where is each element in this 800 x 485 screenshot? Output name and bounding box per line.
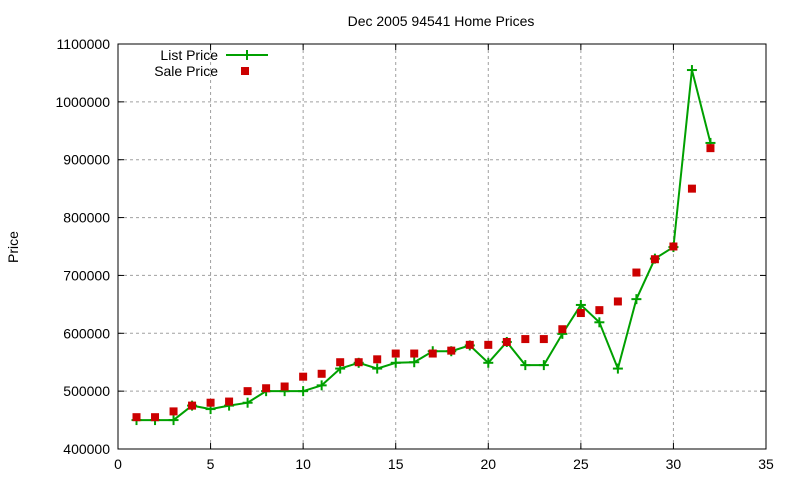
y-tick-label: 1000000 (55, 94, 110, 110)
list-price-point (594, 317, 605, 328)
list-price-point (372, 363, 383, 374)
sale-price-point (336, 358, 345, 367)
sale-price-point (558, 325, 567, 334)
sale-price-point (132, 413, 141, 422)
x-tick-label: 35 (758, 456, 774, 472)
y-tick-label: 400000 (63, 441, 110, 457)
data-marks (131, 65, 716, 426)
legend-marker-sale-price (241, 67, 249, 75)
sale-price-point (373, 355, 382, 364)
sale-price-point (502, 337, 511, 346)
sale-price-point (632, 268, 641, 277)
y-axis-label: Price (5, 231, 21, 263)
sale-price-point (576, 309, 585, 318)
sale-price-point (299, 372, 308, 381)
list-price-point (168, 415, 179, 426)
sale-price-point (354, 358, 363, 367)
sale-price-point (188, 401, 197, 410)
sale-price-point (706, 144, 715, 153)
list-price-point (538, 360, 549, 371)
legend-label-sale-price: Sale Price (154, 63, 218, 79)
x-tick-label: 25 (573, 456, 589, 472)
x-tick-label: 30 (666, 456, 682, 472)
list-price-point (390, 357, 401, 368)
plot-border (117, 43, 767, 450)
sale-price-point (539, 335, 548, 344)
x-tick-label: 10 (295, 456, 311, 472)
sale-price-point (225, 397, 234, 406)
sale-price-point (650, 255, 659, 264)
sale-price-point (280, 382, 289, 391)
grid (118, 44, 766, 449)
sale-price-point (262, 384, 271, 393)
x-tick-label: 0 (114, 456, 122, 472)
axis-ticks: 0 5 10 15 20 25 30 35 400000 500000 600000 700000 80… (55, 36, 774, 472)
list-price-point (298, 386, 309, 397)
sale-price-point (595, 306, 604, 315)
y-tick-label: 800000 (63, 210, 110, 226)
list-price-point (612, 363, 623, 374)
x-tick-label: 20 (480, 456, 496, 472)
list-price-point (686, 65, 697, 76)
x-tick-label: 5 (207, 456, 215, 472)
legend-label-list-price: List Price (160, 47, 218, 63)
y-tick-label: 700000 (63, 267, 110, 283)
y-tick-label: 500000 (63, 383, 110, 399)
sale-price-point (687, 184, 696, 193)
list-price-point (631, 294, 642, 305)
sale-price-point (428, 349, 437, 358)
list-price-line (136, 69, 712, 422)
sale-price-point (447, 346, 456, 355)
list-price-point (316, 380, 327, 391)
sale-price-point (169, 407, 178, 416)
y-tick-label: 900000 (63, 152, 110, 168)
sale-price-point (391, 349, 400, 358)
sale-price-point (465, 340, 474, 349)
legend: List Price Sale Price (154, 47, 268, 79)
list-price-point (520, 360, 531, 371)
sale-price-point (206, 398, 215, 407)
y-tick-label: 600000 (63, 325, 110, 341)
sale-price-point (317, 369, 326, 378)
list-price-point (483, 357, 494, 368)
sale-price-point (521, 335, 530, 344)
sale-price-point (410, 349, 419, 358)
list-price-point (409, 357, 420, 368)
list-price-point (242, 397, 253, 408)
sale-price-point (669, 242, 678, 251)
x-tick-label: 15 (388, 456, 404, 472)
sale-price-point (151, 413, 160, 422)
chart-title: Dec 2005 94541 Home Prices (348, 13, 535, 29)
sale-price-point (243, 387, 252, 396)
sale-price-point (613, 297, 622, 306)
y-tick-label: 1100000 (57, 36, 111, 52)
list-price-point (575, 299, 586, 310)
sale-price-point (484, 340, 493, 349)
